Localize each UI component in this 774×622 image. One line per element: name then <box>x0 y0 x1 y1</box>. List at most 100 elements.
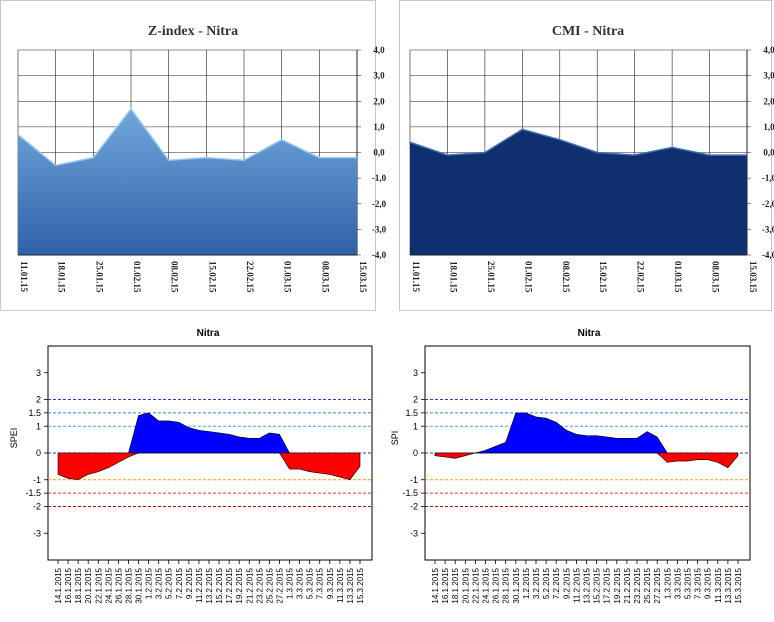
x-tick-label: 9.2.2015 <box>562 567 571 599</box>
x-tick-label: 15.3.2015 <box>734 567 743 603</box>
x-tick-label: 27.2.2015 <box>653 567 662 603</box>
y-tick-label: -1,0 <box>372 173 387 183</box>
x-tick-label: 11.3.2015 <box>714 567 723 603</box>
x-tick-label: 15.03.15 <box>748 261 758 293</box>
y-tick-label: 2,0 <box>373 96 385 106</box>
x-tick-label: 28.1.2015 <box>502 567 511 603</box>
x-tick-label: 22.02.15 <box>636 261 646 293</box>
y-tick-label: 3 <box>36 368 41 378</box>
x-tick-label: 22.1.2015 <box>94 567 103 603</box>
x-tick-label: 15.03.15 <box>358 261 368 293</box>
x-tick-label: 30.1.2015 <box>135 567 144 603</box>
x-tick-label: 01.02.15 <box>132 261 142 293</box>
spi-chart: Nitra SPI 3 2 1.5 1 0 -1 -1.5 -2 -3 14.1.2015 16.1… <box>390 328 751 604</box>
y-tick-label: -4,0 <box>372 250 387 260</box>
x-tick-label: 16.1.2015 <box>441 567 450 603</box>
y-tick-label: -1 <box>33 475 41 485</box>
y-tick-label: 1,0 <box>763 122 774 132</box>
y-tick-label: -3 <box>33 528 41 538</box>
y-tick-label: 3 <box>413 368 418 378</box>
x-tick-label: 3.2.2015 <box>155 567 164 599</box>
y-tick-label: 3,0 <box>373 71 385 81</box>
x-tick-label: 11.2.2015 <box>195 567 204 603</box>
y-tick-label: 2,0 <box>763 96 774 106</box>
x-tick-label: 23.2.2015 <box>255 567 264 603</box>
y-tick-label: -4,0 <box>762 250 774 260</box>
y-axis-label: SPEI <box>9 428 19 449</box>
x-tick-label: 08.02.15 <box>561 261 571 293</box>
x-tick-label: 5.3.2015 <box>684 567 693 599</box>
x-tick-label: 15.3.2015 <box>356 567 365 603</box>
x-tick-label: 13.3.2015 <box>346 567 355 603</box>
y-tick-label: 4,0 <box>763 45 774 55</box>
cmi-chart: CMI - Nitra 4,0 3,0 2,0 1,0 0,0 -1,0 -2,0 -3,0 -… <box>399 0 774 311</box>
x-tick-label: 18.1.2015 <box>74 567 83 603</box>
x-tick-label: 25.01.15 <box>486 261 496 293</box>
y-tick-label: -1.5 <box>402 488 418 498</box>
x-tick-label: 7.3.2015 <box>316 567 325 599</box>
y-tick-label: -3 <box>410 528 418 538</box>
x-tick-label: 1.3.2015 <box>286 567 295 599</box>
x-tick-label: 15.2.2015 <box>215 567 224 603</box>
x-tick-label: 24.1.2015 <box>482 567 491 603</box>
y-tick-label: 2 <box>413 395 418 405</box>
x-tick-label: 20.1.2015 <box>84 567 93 603</box>
x-tick-label: 15.2.2015 <box>593 567 602 603</box>
y-tick-label: -2 <box>410 502 418 512</box>
y-tick-label: 4,0 <box>373 45 385 55</box>
series-line <box>409 128 747 156</box>
chart-title: Nitra <box>578 328 601 339</box>
x-tick-label: 7.3.2015 <box>694 567 703 599</box>
spei-chart: Nitra SPEI 3 2 1.5 1 0 -1 -1.5 -2 -3 14.1.2015 16.… <box>9 328 373 604</box>
x-tick-label: 08.02.15 <box>170 261 180 293</box>
area-fill <box>410 129 747 255</box>
x-tick-label: 11.2.2015 <box>572 567 581 603</box>
x-tick-label: 08.03.15 <box>320 261 330 293</box>
y-tick-label: 0,0 <box>373 148 385 158</box>
x-tick-label: 9.3.2015 <box>704 567 713 599</box>
x-tick-label: 9.2.2015 <box>185 567 194 599</box>
y-tick-label: -1 <box>410 475 418 485</box>
y-tick-label: -2 <box>33 502 41 512</box>
x-tick-label: 5.2.2015 <box>542 567 551 599</box>
y-tick-label: -1.5 <box>25 488 41 498</box>
x-tick-label: 5.3.2015 <box>306 567 315 599</box>
y-tick-label: -1,0 <box>762 173 774 183</box>
x-tick-label: 7.2.2015 <box>175 567 184 599</box>
x-tick-label: 28.1.2015 <box>124 567 133 603</box>
z-index-chart: Z-index - Nitra 4,0 3,0 2,0 1,0 0,0 -1,0 -2,0 -… <box>0 0 387 311</box>
x-tick-label: 25.2.2015 <box>265 567 274 603</box>
x-tick-label: 7.2.2015 <box>552 567 561 599</box>
x-tick-label: 18.01.15 <box>57 261 67 293</box>
y-axis-label: SPI <box>390 431 400 446</box>
y-tick-label: 1 <box>36 421 41 431</box>
x-tick-label: 3.2.2015 <box>532 567 541 599</box>
y-tick-label: -2,0 <box>372 199 387 209</box>
x-tick-label: 3.3.2015 <box>673 567 682 599</box>
y-tick-label: -2,0 <box>762 199 774 209</box>
x-tick-label: 1.2.2015 <box>145 567 154 599</box>
x-tick-label: 18.1.2015 <box>451 567 460 603</box>
y-tick-label: 0,0 <box>763 148 774 158</box>
x-tick-label: 22.1.2015 <box>471 567 480 603</box>
x-tick-label: 3.3.2015 <box>296 567 305 599</box>
x-tick-label: 25.2.2015 <box>643 567 652 603</box>
y-tick-label: 1.5 <box>405 408 418 418</box>
x-tick-label: 20.1.2015 <box>461 567 470 603</box>
x-tick-label: 13.3.2015 <box>724 567 733 603</box>
x-tick-label: 11.01.15 <box>411 261 421 293</box>
x-tick-label: 17.2.2015 <box>225 567 234 603</box>
y-tick-label: 1 <box>413 421 418 431</box>
x-tick-label: 14.1.2015 <box>431 567 440 603</box>
x-tick-label: 11.01.15 <box>19 261 29 293</box>
x-tick-label: 25.01.15 <box>94 261 104 293</box>
x-tick-label: 9.3.2015 <box>326 567 335 599</box>
x-tick-label: 16.1.2015 <box>64 567 73 603</box>
x-tick-label: 01.02.15 <box>523 261 533 293</box>
chart-title: CMI - Nitra <box>552 24 624 39</box>
y-tick-label: 1,0 <box>373 122 385 132</box>
x-tick-label: 18.01.15 <box>448 261 458 293</box>
x-tick-label: 11.3.2015 <box>336 567 345 603</box>
y-tick-label: 0 <box>413 448 418 458</box>
series-line <box>17 107 357 167</box>
